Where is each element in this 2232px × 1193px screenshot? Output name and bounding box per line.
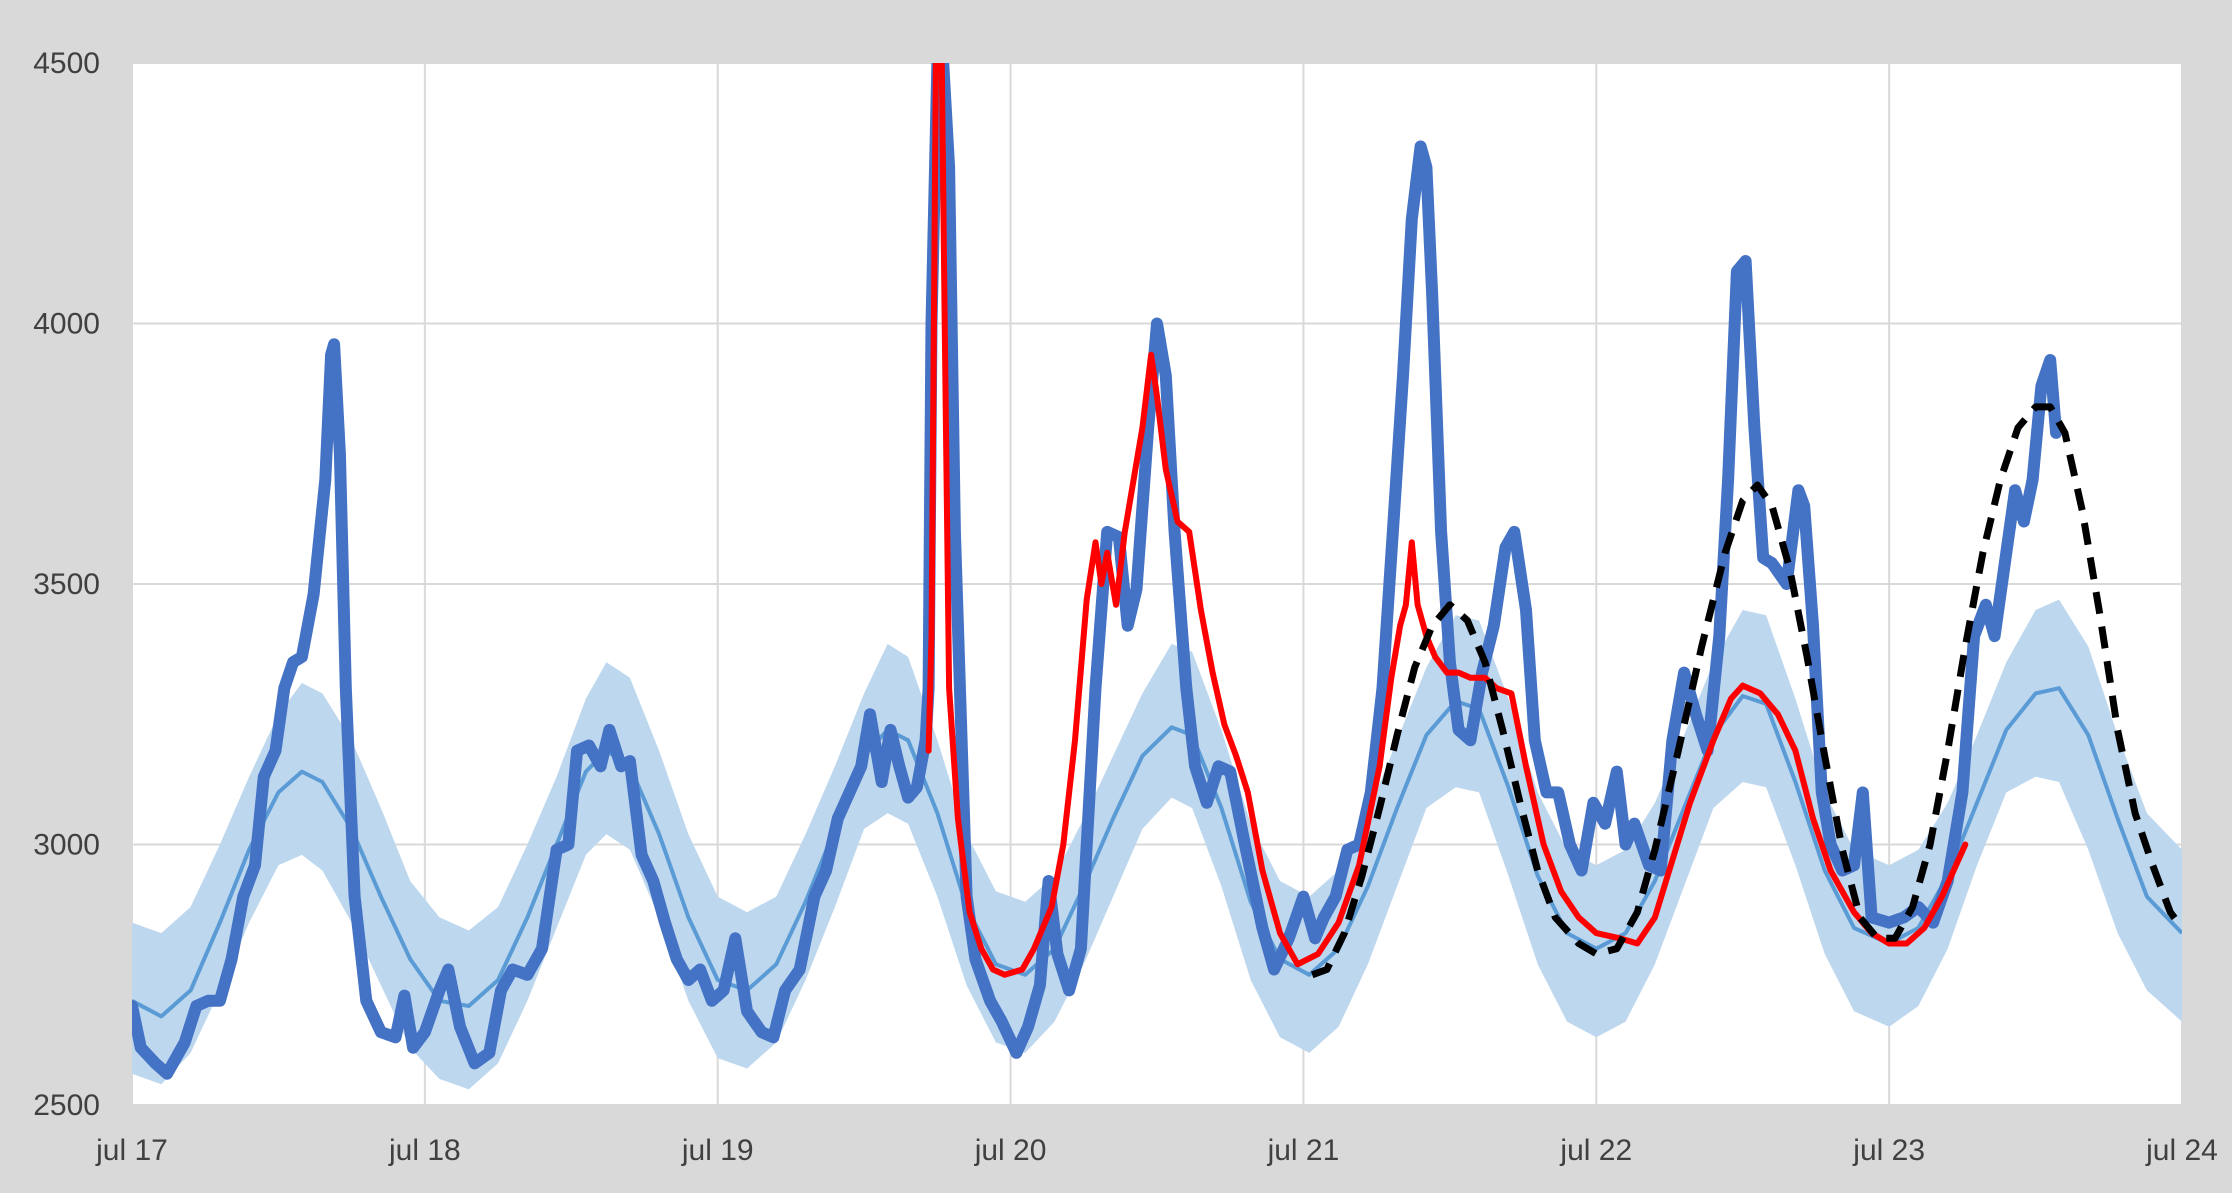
y-tick-label: 3500 (33, 568, 100, 601)
x-tick-label: jul 19 (681, 1134, 754, 1167)
y-tick-label: 2500 (33, 1089, 100, 1122)
x-tick-label: jul 18 (388, 1134, 461, 1167)
y-tick-label: 3000 (33, 829, 100, 862)
series-layer (132, 63, 2182, 1090)
y-tick-label: 4500 (33, 47, 100, 80)
series-red-forecast-line (925, 63, 1969, 978)
x-tick-label: jul 24 (2145, 1134, 2218, 1167)
series-observed-line (132, 63, 2063, 1080)
x-tick-label: jul 22 (1559, 1134, 1632, 1167)
series-black-forecast-line (1311, 403, 2182, 979)
confidence-band (132, 599, 2182, 1090)
x-tick-label: jul 17 (95, 1134, 168, 1167)
series-mean-line (132, 686, 2182, 1019)
axis-tick-labels: 2500 3000 3500 4000 4500 jul 17 jul 18 jul 19 ju… (33, 47, 2218, 1167)
x-tick-label: jul 20 (974, 1134, 1047, 1167)
x-tick-label: jul 21 (1267, 1134, 1340, 1167)
x-tick-label: jul 23 (1852, 1134, 1925, 1167)
y-tick-label: 4000 (33, 308, 100, 341)
